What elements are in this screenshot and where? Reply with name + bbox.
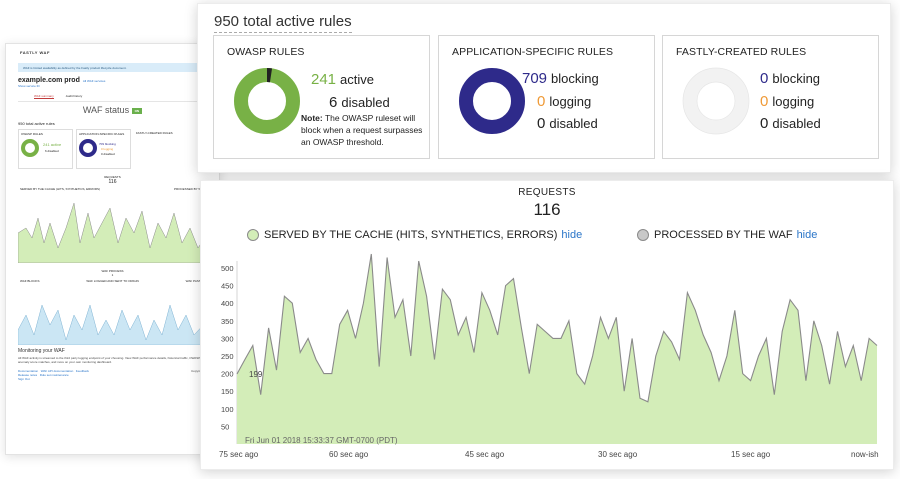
legend-processed-label: PROCESSED BY THE WAF [654, 229, 793, 241]
requests-title: REQUESTS [518, 187, 576, 198]
bg-cards: OWASP RULES 241 active 6 disabled APPLICA… [6, 129, 219, 169]
y-tick-label: 150 [221, 387, 234, 396]
y-tick-label: 500 [221, 264, 234, 273]
api-doc-link[interactable]: WAF API documentation [40, 369, 74, 373]
served-area [237, 254, 877, 444]
x-label-30: 30 sec ago [598, 450, 638, 459]
service-name: example.com prod All WAF services [18, 77, 106, 84]
brand-label: FASTLY WAF [20, 50, 50, 55]
tab-audit-history[interactable]: Audit history [65, 94, 83, 98]
application-rules-title: APPLICATION-SPECIFIC RULES [452, 46, 614, 58]
y-tick-label: 200 [221, 370, 234, 379]
application-disabled-stat: 0 disabled [537, 115, 598, 132]
y-tick-label: 300 [221, 334, 234, 343]
x-label-45: 45 sec ago [465, 450, 505, 459]
y-tick-label: 350 [221, 317, 234, 326]
fastly-blocking-stat: 0 blocking [760, 70, 821, 87]
tab-waf-summary[interactable]: WAF summary [34, 94, 54, 99]
owasp-active-arc [234, 68, 300, 134]
bg-monitoring: Monitoring your WAF All WAF activity is s… [18, 348, 201, 364]
bg-card-fastly: FASTLY-CREATED RULES [136, 131, 173, 135]
requests-panel: REQUESTS 116 SERVED BY THE CACHE (HITS, … [200, 180, 894, 470]
owasp-active-stat: 241 active [311, 71, 374, 88]
fastly-rules-card: FASTLY-CREATED RULES 0 blocking 0 logging … [662, 35, 879, 159]
svg-text:0 disabled: 0 disabled [101, 152, 115, 156]
availability-notice: WAF is limited availability as defined b… [18, 63, 207, 72]
hover-value: 199 [249, 370, 263, 379]
bg-requests-title: REQUESTS [104, 175, 121, 179]
requests-area-chart[interactable]: 50 100 150 200 250 300 350 400 450 500 199 Fri Ju… [201, 251, 895, 451]
x-label-75: 75 sec ago [219, 450, 259, 459]
x-label-60: 60 sec ago [329, 450, 369, 459]
application-donut-chart [459, 68, 525, 134]
svg-text:709 blocking: 709 blocking [99, 142, 116, 146]
y-tick-label: 250 [221, 352, 234, 361]
legend-processed: PROCESSED BY THE WAF hide [637, 229, 817, 241]
bg-footer-links: Documentation WAF API documentation Feed… [6, 367, 219, 383]
bg-waf-legend: WAF BLOCKS WAF LOGGED AND SENT TO ORIGIN W… [20, 279, 205, 283]
fastly-rules-title: FASTLY-CREATED RULES [676, 46, 807, 58]
show-service-id-link[interactable]: Show service ID [18, 84, 40, 88]
application-blocking-stat: 709 blocking [522, 70, 599, 87]
copyright: Copyright © [191, 369, 207, 373]
hide-served-link[interactable]: hide [561, 229, 583, 241]
status-badge: ON [131, 107, 143, 114]
svg-text:241 active: 241 active [43, 142, 62, 147]
y-tick-label: 450 [221, 282, 234, 291]
sign-out-link[interactable]: Sign Out [18, 377, 30, 381]
feedback-link[interactable]: Feedback [75, 369, 89, 373]
tab-bar: WAF summary Audit history [18, 88, 207, 102]
requests-count: 116 [533, 200, 561, 219]
bg-requests-count: 116 [108, 179, 117, 185]
fastly-donut-chart [682, 67, 750, 135]
owasp-rules-title: OWASP RULES [227, 46, 305, 58]
svg-text:0 logging: 0 logging [101, 147, 114, 151]
y-tick-label: 50 [221, 422, 229, 431]
all-services-link[interactable]: All WAF services [82, 79, 106, 83]
application-rules-card: APPLICATION-SPECIFIC RULES 709 blocking 0… [438, 35, 655, 159]
release-notes-link[interactable]: Release notes [18, 373, 38, 377]
waf-status: WAF status ON [6, 102, 219, 118]
fastly-disabled-stat: 0 disabled [760, 115, 821, 132]
owasp-donut-chart [234, 68, 300, 134]
total-active-rules: 950 total active rules [214, 13, 352, 33]
bg-legend: SERVED BY THE CACHE (HITS, SYNTHETICS, E… [20, 187, 205, 191]
served-line [236, 253, 878, 403]
fastly-logging-stat: 0 logging [760, 93, 815, 110]
bg-requests-chart [18, 202, 208, 263]
owasp-rules-card: OWASP RULES 241 active 6 disabled Note: Th… [213, 35, 430, 159]
bg-waf-chart [18, 304, 208, 345]
owasp-disabled-stat: 6 disabled [329, 94, 390, 111]
legend-served-label: SERVED BY THE CACHE (HITS, SYNTHETICS, E… [264, 229, 558, 241]
bg-waf-process-count: 1 [111, 273, 114, 277]
bg-owasp-donut: 241 active 6 disabled [21, 139, 62, 157]
x-label-now: now-ish [851, 450, 879, 459]
rules-summary-panel: 950 total active rules OWASP RULES 241 ac… [197, 3, 891, 173]
svg-text:6 disabled: 6 disabled [45, 149, 59, 153]
maintenance-link[interactable]: Rule set maintenance [39, 373, 69, 377]
bg-waf-process-title: WAF PROCESS [101, 269, 124, 273]
x-label-15: 15 sec ago [731, 450, 771, 459]
owasp-note: Note: The OWASP ruleset will block when … [301, 113, 423, 147]
bg-total-rules: 950 total active rules [18, 121, 55, 126]
application-logging-stat: 0 logging [537, 93, 592, 110]
background-dashboard: FASTLY WAF WAF is limited availability a… [5, 43, 220, 455]
hide-processed-link[interactable]: hide [796, 229, 818, 241]
processed-swatch-icon [637, 229, 649, 241]
bg-card-application: APPLICATION-SPECIFIC RULES 709 blocking 0… [76, 129, 131, 169]
legend-served: SERVED BY THE CACHE (HITS, SYNTHETICS, E… [247, 229, 582, 241]
hover-time: Fri Jun 01 2018 15:33:37 GMT-0700 (PDT) [245, 436, 398, 445]
bg-card-owasp: OWASP RULES 241 active 6 disabled [18, 129, 73, 169]
y-tick-label: 100 [221, 405, 234, 414]
served-swatch-icon [247, 229, 259, 241]
y-tick-label: 400 [221, 299, 234, 308]
doc-link[interactable]: Documentation [18, 369, 39, 373]
